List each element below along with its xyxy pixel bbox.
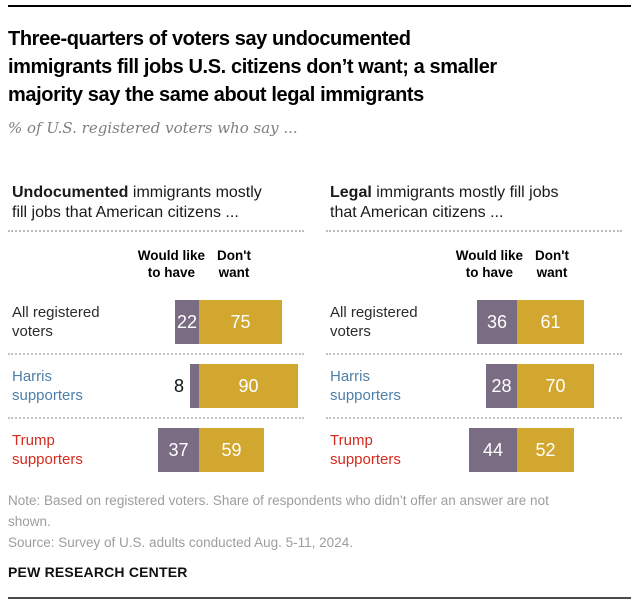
row-separator — [326, 353, 622, 355]
title-line: Three-quarters of voters say undocumente… — [8, 28, 411, 50]
bar-segment-dont-want: 59 — [199, 428, 264, 472]
panel-rows-1: All registered voters 36 61 Harris supporters… — [326, 300, 622, 472]
bar-segment-dont-want: 61 — [517, 300, 584, 344]
col-header-would-like: Would like to have — [138, 247, 205, 281]
bar-segment-would-like: 22 — [175, 300, 199, 344]
bar-segment-dont-want: 90 — [199, 364, 298, 408]
column-headers: Would like to have Don't want — [8, 247, 304, 283]
note-line: shown. — [8, 514, 51, 529]
panel-undocumented: Undocumented immigrants mostly fill jobs… — [8, 183, 304, 472]
heading-rest: immigrants mostly — [128, 184, 262, 201]
bar-segment-would-like: 44 — [469, 428, 517, 472]
footer: Note: Based on registered voters. Share … — [8, 490, 631, 583]
col-header-line: want — [536, 265, 568, 280]
col-header-dont-want: Don't want — [205, 247, 263, 281]
note-line: Note: Based on registered voters. Share … — [8, 493, 549, 508]
col-header-line: to have — [465, 265, 513, 280]
bar-row: Trump supporters 44 52 — [326, 428, 622, 472]
bar-row: All registered voters 36 61 — [326, 300, 622, 344]
row-separator — [8, 417, 304, 419]
note-text: Note: Based on registered voters. Share … — [8, 490, 631, 532]
panel-heading-legal: Legal immigrants mostly fill jobs that A… — [326, 183, 622, 232]
row-separator — [8, 353, 304, 355]
col-header-line: to have — [147, 265, 195, 280]
title-line: majority say the same about legal immigr… — [8, 84, 424, 106]
panels-container: Undocumented immigrants mostly fill jobs… — [0, 183, 639, 472]
heading-bold-word: Undocumented — [12, 184, 129, 201]
top-rule — [8, 5, 631, 7]
bar-segment-would-like: 36 — [477, 300, 517, 344]
source-text: Source: Survey of U.S. adults conducted … — [8, 535, 353, 550]
heading-line2: fill jobs that American citizens ... — [12, 204, 239, 221]
chart-title: Three-quarters of voters say undocumente… — [8, 25, 631, 109]
row-label: All registered voters — [12, 304, 100, 340]
panel-legal: Legal immigrants mostly fill jobs that A… — [326, 183, 622, 472]
col-header-dont-want: Don't want — [523, 247, 581, 281]
panel-rows-0: All registered voters 22 75 Harris supporters… — [8, 300, 304, 472]
row-label: Trump supporters — [330, 432, 401, 468]
heading-line2: that American citizens ... — [330, 204, 504, 221]
heading-bold-word: Legal — [330, 184, 372, 201]
column-headers: Would like to have Don't want — [326, 247, 622, 283]
row-label: Harris supporters — [330, 368, 401, 404]
bar-row: Trump supporters 37 59 — [8, 428, 304, 472]
pew-wordmark: PEW RESEARCH CENTER — [8, 564, 188, 580]
col-header-line: Don't — [217, 248, 251, 263]
row-label: Trump supporters — [12, 432, 83, 468]
row-label: Harris supporters — [12, 368, 83, 404]
chart-card: Three-quarters of voters say undocumente… — [0, 5, 639, 599]
bar-value-outside: 8 — [173, 375, 184, 396]
bar-segment-would-like — [190, 364, 199, 408]
col-header-line: Would like — [137, 248, 205, 263]
bar-segment-would-like: 37 — [158, 428, 199, 472]
bar-row: All registered voters 22 75 — [8, 300, 304, 344]
title-line: immigrants fill jobs U.S. citizens don’t… — [8, 56, 497, 78]
bar-segment-dont-want: 70 — [517, 364, 594, 408]
bar-segment-would-like: 28 — [486, 364, 517, 408]
heading-rest: immigrants mostly fill jobs — [371, 184, 559, 201]
col-header-line: Don't — [535, 248, 569, 263]
panel-heading-undocumented: Undocumented immigrants mostly fill jobs… — [8, 183, 304, 232]
col-header-line: Would like — [455, 248, 523, 263]
chart-subtitle: % of U.S. registered voters who say ... — [8, 119, 298, 137]
bottom-rule — [8, 597, 631, 599]
col-header-line: want — [218, 265, 250, 280]
bar-row: Harris supporters 8 90 — [8, 364, 304, 408]
bar-row: Harris supporters 28 70 — [326, 364, 622, 408]
col-header-would-like: Would like to have — [456, 247, 523, 281]
bar-segment-dont-want: 75 — [199, 300, 282, 344]
row-separator — [326, 417, 622, 419]
row-label: All registered voters — [330, 304, 418, 340]
bar-segment-dont-want: 52 — [517, 428, 574, 472]
